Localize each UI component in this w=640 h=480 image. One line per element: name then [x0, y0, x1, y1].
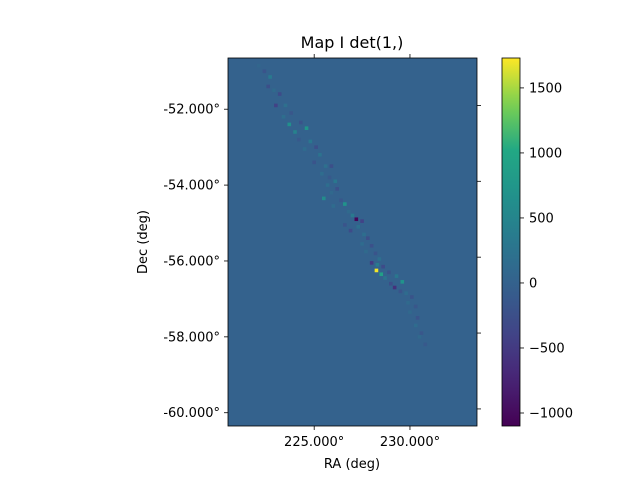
map-pixel [394, 274, 399, 278]
map-pixel [410, 295, 414, 299]
map-pixel [312, 160, 316, 165]
map-pixel [360, 219, 364, 223]
map-pixel [354, 217, 359, 222]
map-pixel [293, 130, 297, 134]
map-background [228, 58, 477, 426]
x-axis-label: RA (deg) [324, 457, 380, 472]
map-pixel [400, 280, 405, 284]
map-pixel [398, 289, 403, 294]
map-pixel [423, 342, 428, 347]
map-pixel [331, 204, 336, 208]
map-pixel [333, 179, 338, 184]
y-axis-ticks: -52.000° -54.000° -56.000° -58.000° -60.000° [163, 103, 228, 421]
map-pixel [364, 249, 368, 254]
chart-title: Map I det(1,) [301, 33, 404, 52]
map-pixel [369, 243, 374, 248]
map-pixel [289, 111, 294, 115]
map-pixel [381, 264, 385, 269]
colorbar-tick-label: 1500 [529, 81, 562, 96]
map-pixel [343, 223, 347, 227]
map-pixel [283, 103, 288, 108]
map-pixel [272, 88, 276, 93]
map-pixel [321, 196, 326, 201]
map-pixel [383, 276, 387, 280]
map-pixel [320, 171, 324, 176]
map-pixel [350, 213, 355, 218]
colorbar-tick-label: −500 [529, 341, 565, 356]
map-pixel [304, 126, 309, 130]
map-pixel [392, 285, 397, 290]
map-pixel [348, 228, 353, 233]
colorbar-frame [501, 57, 521, 427]
right-axis-ticks [477, 105, 481, 410]
map-pixel [339, 198, 343, 203]
map-pixel [419, 331, 424, 335]
map-pixel [318, 152, 322, 157]
map-pixel [277, 92, 282, 96]
y-axis-label: Dec (deg) [136, 210, 151, 274]
map-pixel [362, 232, 366, 237]
map-pixel [329, 164, 334, 168]
map-pixel [325, 183, 330, 187]
map-pixel [369, 261, 374, 265]
colorbar-tick-label: 1000 [529, 146, 562, 161]
map-pixel [346, 209, 351, 214]
colorbar: 1500 1000 500 0 −500 −1000 [501, 57, 573, 427]
map-pixel [356, 225, 361, 229]
map-pixel [377, 257, 382, 261]
colorbar-tick-label: −1000 [529, 406, 573, 421]
map-pixel [379, 272, 384, 277]
x-tick-label: 230.000° [380, 435, 440, 450]
map-pixel [373, 251, 378, 256]
map-pixels [256, 63, 428, 347]
map-pixel [343, 202, 347, 206]
map-pixel [335, 187, 339, 191]
map-pixel [417, 335, 422, 339]
map-pixel [360, 242, 364, 246]
map-pixel [308, 139, 313, 144]
map-pixel [404, 291, 408, 296]
y-tick-label: -58.000° [163, 330, 220, 345]
x-axis-ticks: 225.000° 230.000° [284, 426, 440, 450]
map-pixel [266, 84, 271, 89]
map-axes: 225.000° 230.000° -52.000° -54.000° -56.000… [163, 54, 481, 450]
map-pixel [281, 115, 286, 119]
map-pixel [408, 310, 412, 314]
map-pixel [297, 137, 301, 142]
map-pixel [389, 281, 393, 286]
map-pixel [327, 175, 332, 180]
map-pixel [256, 63, 261, 68]
colorbar-tick-label: 500 [529, 211, 554, 226]
colorbar-gradient [502, 58, 520, 426]
map-pixel [323, 164, 328, 168]
map-pixel [413, 304, 418, 309]
map-pixel [298, 120, 303, 125]
map-pixel [375, 262, 380, 267]
map-pixel [413, 323, 418, 328]
map-pixel [406, 300, 410, 305]
colorbar-tick-label: 0 [529, 276, 537, 291]
y-tick-label: -60.000° [163, 406, 220, 421]
y-tick-label: -52.000° [163, 103, 220, 118]
map-pixel [387, 270, 391, 275]
map-pixel [302, 147, 307, 151]
map-frame [227, 57, 478, 427]
map-pixel [314, 145, 318, 149]
map-pixel [329, 190, 334, 195]
map-pixel [287, 122, 292, 127]
y-tick-label: -56.000° [163, 254, 220, 269]
colorbar-ticks: 1500 1000 500 0 −500 −1000 [520, 81, 573, 421]
map-pixel [415, 316, 420, 320]
top-axis-ticks [313, 54, 411, 58]
x-tick-label: 225.000° [284, 435, 344, 450]
map-pixel [262, 69, 267, 74]
map-pixel [366, 236, 370, 241]
map-pixel [268, 75, 272, 79]
map-pixel [274, 103, 278, 108]
map-pixel [374, 268, 379, 273]
y-tick-label: -54.000° [163, 179, 220, 194]
